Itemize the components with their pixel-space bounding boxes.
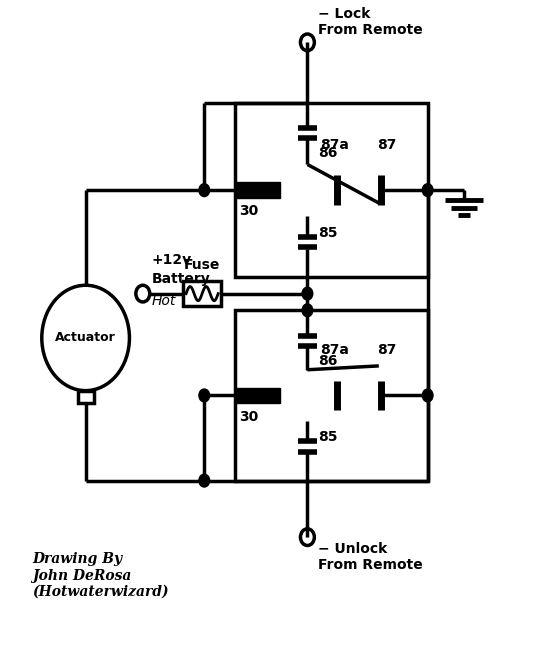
Text: 85: 85	[318, 430, 338, 444]
Circle shape	[302, 304, 313, 316]
Text: − Unlock
From Remote: − Unlock From Remote	[318, 542, 423, 573]
Text: Actuator: Actuator	[55, 332, 116, 344]
Text: 86: 86	[318, 354, 338, 368]
Text: 30: 30	[240, 410, 259, 424]
Circle shape	[422, 389, 433, 402]
Circle shape	[199, 474, 210, 487]
Text: Drawing By
John DeRosa
(Hotwaterwizard): Drawing By John DeRosa (Hotwaterwizard)	[32, 553, 169, 599]
Text: − Lock
From Remote: − Lock From Remote	[318, 7, 423, 37]
Text: 85: 85	[318, 226, 338, 240]
Bar	[183, 281, 221, 306]
Text: 87: 87	[377, 343, 396, 357]
Text: +12v: +12v	[151, 253, 192, 267]
Bar	[235, 103, 428, 277]
Circle shape	[422, 184, 433, 197]
Text: 86: 86	[318, 146, 338, 160]
Text: 87a: 87a	[320, 138, 349, 152]
Text: 87a: 87a	[320, 343, 349, 357]
Circle shape	[302, 287, 313, 300]
Bar	[235, 183, 280, 198]
Text: Fuse: Fuse	[184, 258, 220, 272]
Bar	[235, 388, 280, 403]
Circle shape	[199, 184, 210, 197]
Text: Battery: Battery	[151, 273, 210, 287]
Text: 30: 30	[240, 205, 259, 218]
Bar	[235, 310, 428, 481]
Text: Hot: Hot	[151, 295, 176, 308]
Text: 87: 87	[377, 138, 396, 152]
Circle shape	[199, 389, 210, 402]
Bar	[78, 391, 93, 403]
